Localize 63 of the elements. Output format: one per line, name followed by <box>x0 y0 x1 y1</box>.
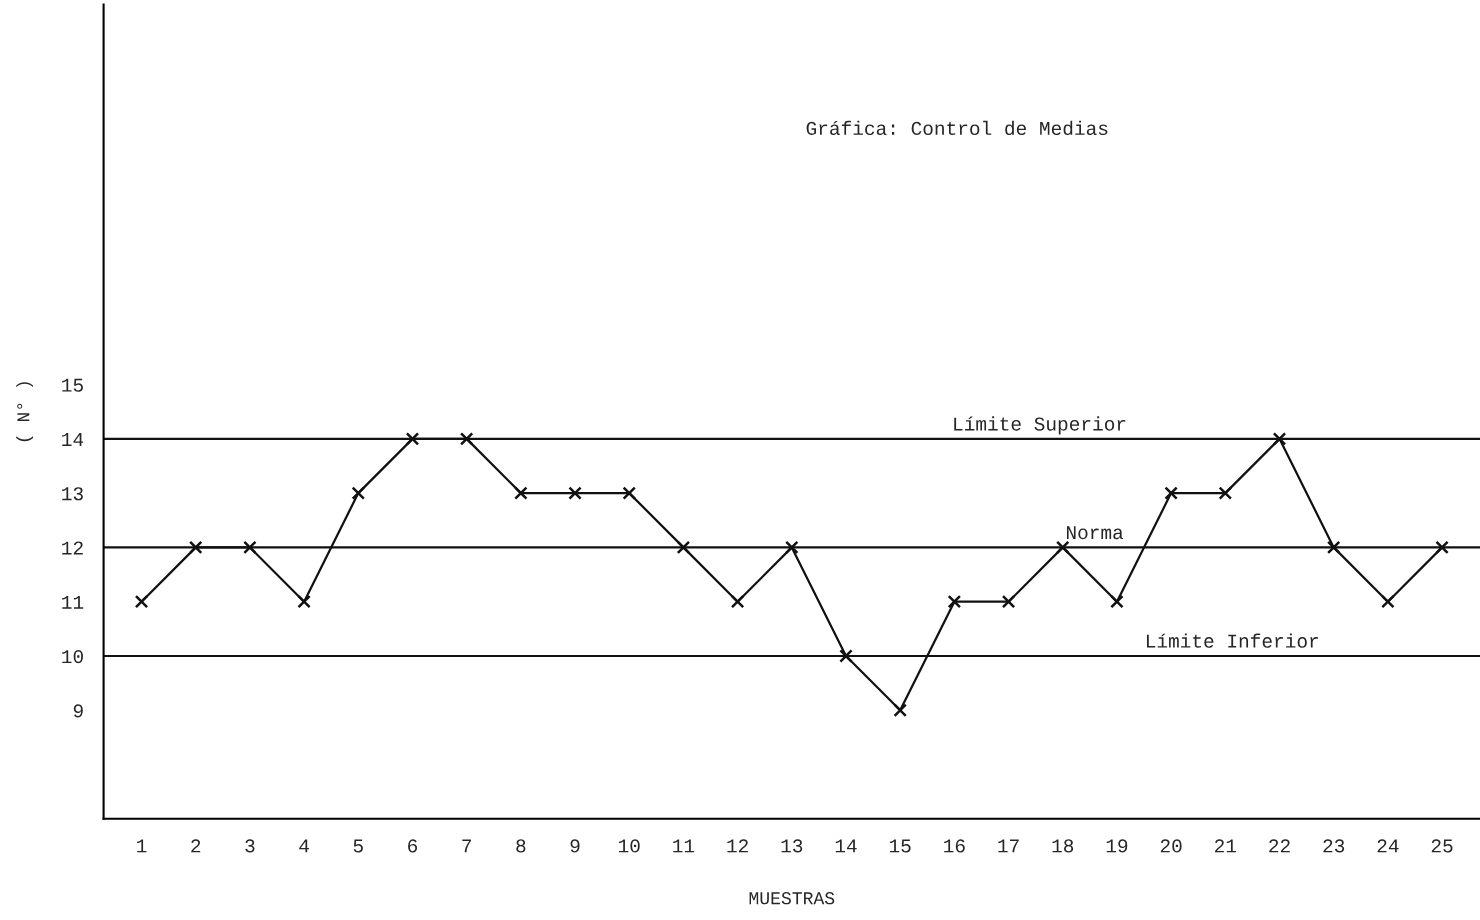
point <box>405 432 420 446</box>
x-tick-label: 24 <box>1377 839 1399 853</box>
point <box>188 540 203 555</box>
annotation: Gráfica: Control de Medias <box>806 120 1108 136</box>
point <box>297 594 311 609</box>
point <box>947 594 962 609</box>
x-tick-label: 7 <box>462 839 471 853</box>
y-tick-label: 9 <box>73 704 83 718</box>
point <box>730 594 745 609</box>
point <box>1001 594 1016 609</box>
x-tick-label: 4 <box>299 839 309 853</box>
x-tick-label: 12 <box>727 839 748 853</box>
x-tick-label: 16 <box>944 839 965 853</box>
ref-line-label: Límite Inferior <box>1146 633 1319 648</box>
x-tick-label: 2 <box>191 839 201 853</box>
x-tick-label: 5 <box>353 839 363 853</box>
x-tick-label: 1 <box>137 839 147 853</box>
y-tick-label: 15 <box>62 378 83 392</box>
point <box>893 703 907 718</box>
ref-line-label: Norma <box>1066 526 1124 540</box>
point <box>568 486 582 500</box>
x-tick-label: 25 <box>1431 839 1453 853</box>
point <box>1218 486 1233 500</box>
y-tick-label: 13 <box>62 487 83 501</box>
point <box>676 540 691 555</box>
x-tick-label: 8 <box>516 839 526 853</box>
point <box>839 649 853 663</box>
y-tick-label: 11 <box>62 595 84 609</box>
x-tick-label: 14 <box>835 839 857 853</box>
point <box>1381 594 1395 609</box>
point <box>1435 540 1449 555</box>
x-tick-label: 21 <box>1215 839 1237 853</box>
x-tick-label: 15 <box>889 839 911 853</box>
point <box>1055 540 1070 555</box>
x-tick-label: 9 <box>570 839 580 853</box>
y-tick-label: 12 <box>62 541 83 555</box>
x-tick-label: 10 <box>618 839 640 853</box>
x-tick-label: 13 <box>781 839 803 853</box>
x-tick-label: 18 <box>1052 839 1074 853</box>
point <box>134 594 149 609</box>
x-tick-label: 17 <box>998 839 1019 853</box>
point <box>1164 486 1178 500</box>
x-tick-label: 3 <box>245 839 255 853</box>
y-tick-label: 14 <box>62 433 84 446</box>
point <box>459 432 474 446</box>
point <box>243 540 257 555</box>
x-tick-label: 23 <box>1323 839 1345 853</box>
y-axis-title: ( N° ) <box>16 382 34 442</box>
x-tick-label: 6 <box>408 839 418 853</box>
point <box>1272 432 1287 446</box>
x-tick-label: 20 <box>1160 839 1182 853</box>
x-axis-title: MUESTRAS <box>749 892 835 905</box>
x-tick-label: 22 <box>1269 839 1290 853</box>
point <box>351 486 366 500</box>
point <box>514 486 528 500</box>
ref-line-label: Límite Superior <box>954 416 1126 435</box>
point <box>784 540 799 555</box>
point <box>1326 540 1341 555</box>
point <box>622 486 637 500</box>
point <box>1110 594 1124 609</box>
x-tick-label: 11 <box>673 839 695 853</box>
x-tick-label: 19 <box>1106 839 1128 853</box>
y-tick-label: 10 <box>62 650 83 664</box>
